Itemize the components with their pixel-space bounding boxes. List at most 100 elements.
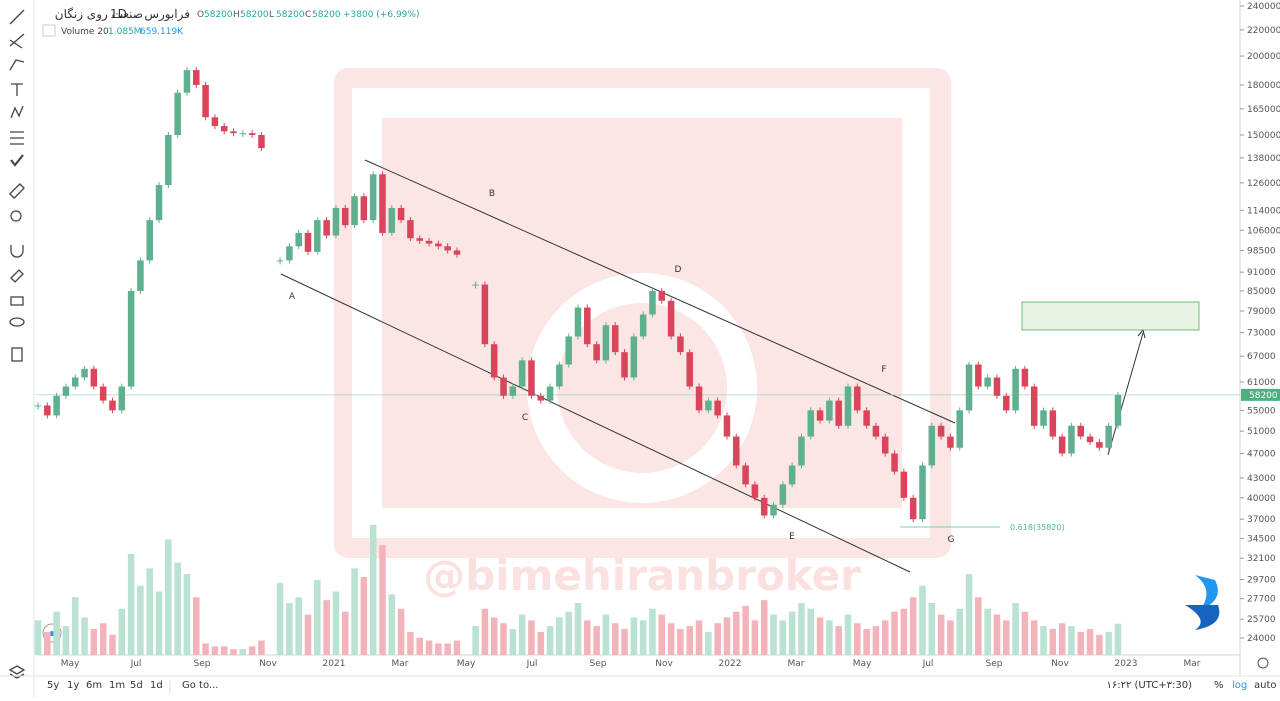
candle — [788, 465, 796, 485]
candle — [90, 368, 98, 387]
volume-bar — [425, 640, 433, 655]
wave-label: A — [289, 292, 296, 302]
range-button[interactable]: 1d — [150, 680, 163, 691]
y-tick-label: 29700 — [1247, 576, 1276, 586]
y-tick-label: 51000 — [1247, 427, 1276, 437]
candle — [323, 220, 330, 236]
tool[interactable] — [10, 210, 22, 222]
tool[interactable] — [10, 269, 24, 283]
tool[interactable] — [9, 9, 25, 25]
scale-option[interactable]: log — [1232, 680, 1247, 691]
scale-option[interactable]: auto — [1254, 680, 1277, 691]
tool[interactable] — [11, 347, 23, 362]
volume-bar — [947, 620, 954, 655]
tool[interactable] — [10, 154, 24, 167]
range-button[interactable]: 6m — [86, 680, 102, 691]
range-button[interactable]: 5y — [47, 680, 59, 691]
tool[interactable] — [9, 183, 25, 199]
volume-bar — [183, 574, 191, 655]
tool[interactable] — [10, 296, 24, 306]
scale-option[interactable]: % — [1214, 680, 1224, 691]
volume-bar — [202, 643, 209, 655]
logo-mark — [1185, 605, 1220, 630]
volume-bar — [146, 568, 153, 655]
candle — [1086, 436, 1094, 443]
candle — [937, 425, 945, 437]
candle — [723, 415, 731, 437]
candle — [593, 344, 600, 361]
volume-bar — [481, 608, 489, 655]
candle — [425, 240, 433, 244]
volume-bar — [816, 617, 824, 655]
y-tick-label: 150000 — [1247, 131, 1280, 141]
y-tick-label: 27700 — [1247, 595, 1276, 605]
symbol: صنعت روی زنگان — [55, 7, 143, 22]
y-tick-label: 47000 — [1247, 450, 1276, 460]
volume-bar — [490, 617, 498, 655]
tool[interactable] — [10, 245, 24, 258]
x-tick-label: Jul — [922, 659, 934, 669]
volume-bar — [621, 629, 628, 655]
range-button[interactable]: 5d — [130, 680, 143, 691]
volume-bar — [611, 623, 619, 655]
x-tick-label: Sep — [194, 659, 211, 669]
candle — [816, 410, 824, 421]
candle — [239, 133, 247, 135]
logo-core — [382, 118, 902, 508]
candle — [407, 220, 414, 239]
logo-inner — [352, 88, 930, 538]
y-tick-label: 24000 — [1247, 634, 1276, 644]
exchange: فرابورس — [144, 7, 190, 22]
tool[interactable] — [9, 317, 25, 327]
candle — [826, 400, 833, 421]
collapse-button[interactable] — [42, 24, 56, 37]
tool[interactable] — [9, 33, 25, 49]
volume-bar — [854, 623, 861, 655]
volume-bar — [770, 614, 777, 655]
tool[interactable] — [8, 665, 26, 679]
tool[interactable] — [11, 83, 23, 96]
goto-button[interactable]: Go to... — [182, 680, 218, 691]
volume-bar — [826, 620, 833, 655]
watermark: @bimehiranbroker — [423, 551, 861, 600]
volume-bar — [286, 603, 293, 655]
candle — [286, 246, 293, 261]
volume-bar — [155, 591, 163, 655]
tool[interactable] — [10, 105, 24, 119]
candle — [705, 400, 712, 411]
x-tick-label: 2023 — [1115, 659, 1138, 669]
tool[interactable] — [10, 131, 24, 145]
volume-bar — [919, 585, 926, 655]
volume-bar — [928, 603, 936, 655]
last-price-label: 58200 — [1249, 391, 1278, 401]
volume-bar — [351, 568, 358, 655]
candle — [193, 70, 200, 85]
volume-bar — [500, 623, 507, 655]
settings-icon[interactable] — [1257, 657, 1269, 669]
candle — [314, 220, 321, 252]
volume-bar — [248, 646, 256, 655]
candle — [621, 352, 628, 378]
tool[interactable] — [9, 59, 25, 71]
wave-label: E — [789, 532, 795, 542]
volume-bar — [1012, 603, 1019, 655]
volume-bar — [537, 631, 545, 655]
volume-bar — [369, 525, 377, 655]
clock: ۱۶:۲۲ (UTC+۳:30) — [1106, 680, 1192, 691]
y-tick-label: 126000 — [1247, 179, 1280, 189]
candle — [546, 386, 554, 401]
candle — [975, 364, 982, 387]
candle — [71, 377, 79, 387]
volume-bar — [258, 640, 265, 655]
candle — [1040, 410, 1047, 426]
candle — [807, 410, 815, 437]
volume-bar — [44, 631, 51, 655]
change: +3800 (+6.99%) — [343, 10, 419, 20]
range-button[interactable]: 1m — [109, 680, 125, 691]
volume-bar — [1021, 611, 1029, 655]
range-button[interactable]: 1y — [67, 680, 79, 691]
y-tick-label: 220000 — [1247, 26, 1280, 36]
volume-bar — [118, 608, 126, 655]
y-tick-label: 240000 — [1247, 2, 1280, 12]
